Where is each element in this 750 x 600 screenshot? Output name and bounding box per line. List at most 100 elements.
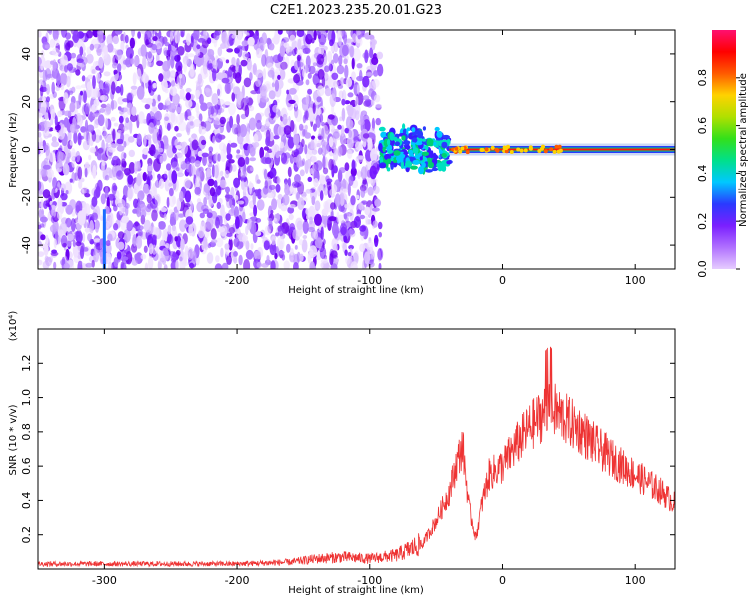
- spectrogram-noise-blob: [320, 258, 329, 264]
- spectrogram-noise-blob: [197, 38, 206, 43]
- spectrogram-noise-blob: [98, 56, 104, 69]
- spectrogram-noise-blob: [228, 237, 233, 251]
- spectrogram-noise-blob: [125, 47, 134, 59]
- spectrogram-noise-blob: [317, 147, 323, 155]
- spectrogram-noise-blob: [157, 102, 164, 111]
- spectrogram-noise-blob: [89, 43, 95, 51]
- spectrogram-noise-blob: [343, 235, 348, 243]
- spectrogram-noise-blob: [151, 106, 158, 113]
- spectrogram-noise-blob: [335, 258, 340, 263]
- spectrogram-noise-blob: [111, 155, 120, 165]
- colorbar-tick-label: 0.2: [696, 212, 709, 230]
- spectrogram-noise-blob: [314, 213, 322, 226]
- spectrogram-noise-blob: [291, 150, 295, 157]
- spectrogram-noise-blob: [43, 200, 48, 209]
- spectrogram-noise-blob: [286, 243, 291, 253]
- spectrogram-noise-blob: [161, 248, 170, 262]
- spectrogram-noise-blob: [288, 213, 294, 221]
- spectrogram-noise-blob: [322, 167, 329, 175]
- spectrogram-noise-blob: [157, 173, 161, 179]
- spectrogram-x-axis: -300 -200 -100 0 100: [92, 30, 646, 287]
- spectrogram-noise-blob: [183, 202, 191, 208]
- spectrogram-noise-blob: [83, 90, 87, 104]
- spectrogram-noise-blob: [246, 58, 252, 71]
- spectrogram-line-blob: [454, 146, 459, 151]
- spectrogram-noise-blob: [328, 216, 337, 222]
- spectrogram-noise-blob: [248, 182, 254, 189]
- spectrogram-noise-blob: [194, 186, 201, 195]
- spectrogram-noise-blob: [328, 136, 334, 148]
- spectrogram-noise-blob: [268, 217, 273, 230]
- spectrogram-noise-blob: [245, 249, 254, 260]
- spectrogram-noise-blob: [73, 131, 78, 144]
- spectrogram-noise-blob: [194, 160, 201, 168]
- spectrogram-signal-blob: [415, 140, 423, 146]
- spectrogram-noise-blob: [212, 135, 216, 145]
- spectrogram-noise-blob: [278, 250, 285, 255]
- spectrogram-noise-blob: [111, 143, 117, 149]
- spectrogram-noise-blob: [244, 53, 251, 58]
- spectrogram-noise-blob: [65, 190, 69, 195]
- spectrogram-noise-blob: [292, 229, 298, 240]
- spectrogram-noise-blob: [229, 82, 234, 90]
- spectrogram-noise-blob: [111, 165, 118, 178]
- spectrogram-noise-blob: [133, 198, 139, 209]
- spectrogram-noise-blob: [367, 186, 374, 196]
- spectrogram-noise-blob: [237, 157, 246, 167]
- spectrogram-noise-blob: [231, 123, 239, 135]
- spectrogram-noise-blob: [70, 123, 75, 134]
- spectrogram-noise-blob: [126, 92, 134, 101]
- spectrogram-noise-blob: [175, 167, 180, 172]
- spectrogram-signal-blob: [425, 169, 433, 173]
- spectrogram-noise-blob: [76, 39, 85, 49]
- spectrogram-noise-blob: [376, 63, 384, 77]
- y-tick-label: 20: [20, 95, 33, 109]
- spectrogram-noise-blob: [299, 169, 305, 177]
- spectrogram-noise-blob: [132, 208, 138, 214]
- spectrogram-noise-blob: [135, 235, 143, 249]
- spectrogram-noise-blob: [212, 60, 218, 69]
- spectrogram-noise-blob: [44, 121, 51, 130]
- spectrogram-noise-blob: [294, 105, 299, 119]
- spectrogram-signal-blob: [446, 160, 452, 165]
- spectrogram-noise-blob: [221, 31, 228, 45]
- spectrogram-noise-blob: [113, 204, 118, 212]
- spectrogram-noise-blob: [233, 237, 240, 248]
- spectrogram-noise-blob: [296, 220, 303, 231]
- spectrogram-noise-blob: [290, 256, 294, 262]
- spectrogram-noise-blob: [175, 259, 179, 269]
- spectrogram-noise-blob: [373, 185, 380, 195]
- spectrogram-noise-blob: [107, 261, 113, 269]
- spectrogram-noise-blob: [134, 253, 138, 260]
- spectrogram-noise-blob: [116, 251, 122, 260]
- spectrogram-noise-blob: [356, 84, 360, 95]
- spectrogram-noise-blob: [101, 160, 106, 166]
- spectrogram-noise-blob: [96, 48, 102, 56]
- spectrogram-line-blob: [504, 149, 509, 154]
- spectrogram-signal-blob: [431, 167, 439, 172]
- spectrogram-noise-blob: [130, 85, 138, 90]
- spectrogram-noise-blob: [191, 133, 198, 139]
- spectrogram-noise-blob: [97, 114, 105, 127]
- spectrogram-noise-blob: [213, 112, 217, 120]
- spectrogram-noise-blob: [354, 95, 359, 108]
- spectrogram-noise-blob: [91, 69, 96, 74]
- spectrogram-noise-blob: [317, 69, 325, 80]
- spectrogram-noise-blob: [355, 30, 364, 39]
- spectrogram-noise-blob: [237, 31, 243, 41]
- spectrogram-noise-blob: [283, 125, 292, 136]
- spectrogram-noise-blob: [236, 114, 241, 125]
- spectrogram-noise-blob: [266, 37, 272, 45]
- spectrogram-noise-blob: [337, 124, 342, 130]
- spectrogram-noise-blob: [171, 79, 175, 88]
- spectrogram-noise-blob: [51, 188, 56, 200]
- spectrogram-noise-blob: [179, 256, 183, 262]
- spectrogram-noise-blob: [120, 40, 125, 52]
- x-tick-label: 100: [625, 574, 646, 587]
- spectrogram-noise-blob: [185, 92, 191, 101]
- spectrogram-noise-blob: [100, 193, 106, 205]
- spectrogram-signal-blob: [402, 123, 406, 130]
- spectrogram-noise-blob: [150, 186, 157, 199]
- spectrogram-noise-blob: [148, 179, 152, 190]
- spectrogram-noise-blob: [127, 174, 134, 185]
